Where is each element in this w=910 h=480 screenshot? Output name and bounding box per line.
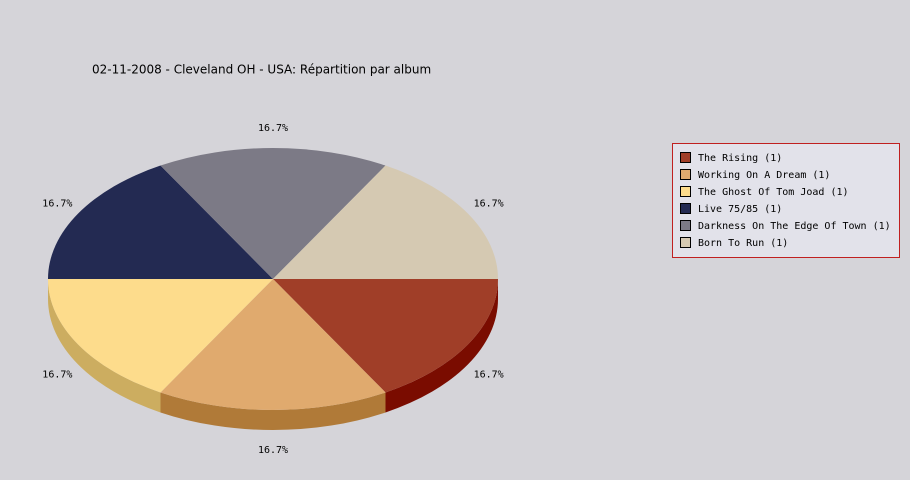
slice xyxy=(273,279,498,393)
slice-label: 16.7% xyxy=(474,370,504,381)
slice-label: 16.7% xyxy=(258,123,288,134)
slice-label: 16.7% xyxy=(474,199,504,210)
legend-label: Darkness On The Edge Of Town (1) xyxy=(698,221,891,232)
slice xyxy=(160,279,386,410)
slice xyxy=(273,165,498,279)
slice xyxy=(48,279,273,393)
slice-label: 16.7% xyxy=(42,199,72,210)
legend-label: The Rising (1) xyxy=(698,153,782,164)
legend-label: Born To Run (1) xyxy=(698,238,788,249)
slice xyxy=(48,165,273,279)
slice-side xyxy=(385,279,498,413)
chart-title: 02-11-2008 - Cleveland OH - USA: Réparti… xyxy=(92,63,431,77)
legend-swatch xyxy=(680,220,691,231)
legend-swatch xyxy=(680,237,691,248)
slice xyxy=(160,148,386,279)
legend-label: The Ghost Of Tom Joad (1) xyxy=(698,187,849,198)
slice-label: 16.7% xyxy=(42,370,72,381)
legend-label: Live 75/85 (1) xyxy=(698,204,782,215)
slice-label: 16.7% xyxy=(258,445,288,456)
legend-swatch xyxy=(680,169,691,180)
legend-swatch xyxy=(680,203,691,214)
slice-side xyxy=(48,279,161,413)
slice-side xyxy=(160,392,386,430)
legend-swatch xyxy=(680,152,691,163)
legend-swatch xyxy=(680,186,691,197)
legend-label: Working On A Dream (1) xyxy=(698,170,830,181)
legend-box xyxy=(672,143,900,258)
